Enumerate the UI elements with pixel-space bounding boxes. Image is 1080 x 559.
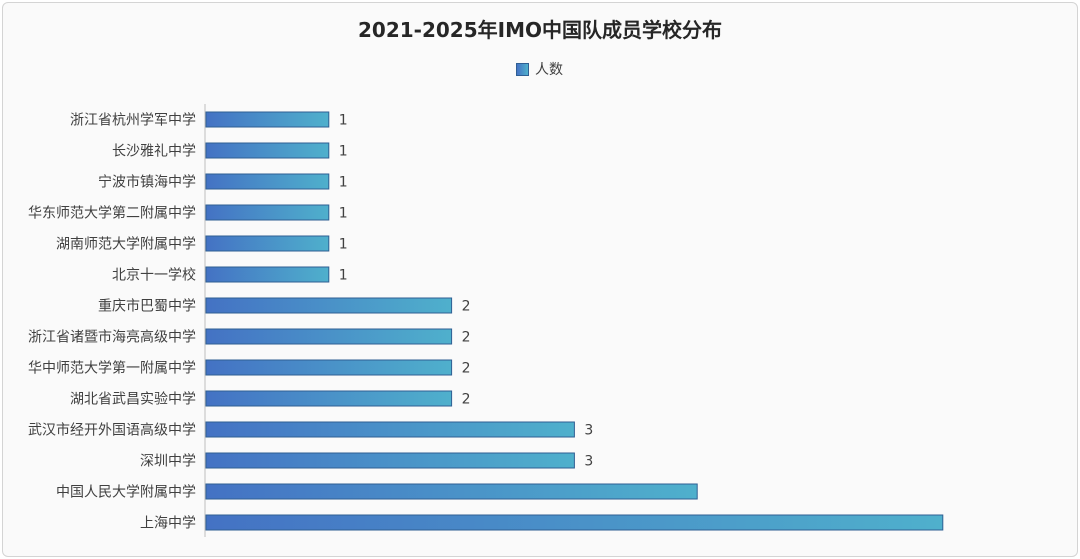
category-label: 宁波市镇海中学 (98, 174, 196, 191)
data-label: 1 (339, 175, 348, 191)
chart-legend[interactable]: 人数 (516, 59, 563, 79)
bar[interactable] (205, 142, 330, 159)
data-label: 2 (462, 330, 471, 346)
data-label: 3 (584, 454, 593, 470)
legend-swatch (516, 62, 529, 76)
data-label: 1 (339, 206, 348, 222)
bar[interactable] (205, 297, 453, 314)
bar[interactable] (205, 204, 330, 221)
bar[interactable] (205, 390, 453, 407)
category-label: 浙江省杭州学军中学 (70, 113, 196, 129)
data-label: 1 (339, 144, 348, 160)
category-label: 湖南师范大学附属中学 (56, 236, 196, 253)
legend-label: 人数 (535, 62, 563, 78)
bar[interactable] (205, 514, 944, 531)
data-label: 2 (462, 392, 471, 408)
bar[interactable] (205, 421, 575, 438)
data-label: 2 (462, 299, 471, 315)
data-label: 3 (584, 423, 593, 439)
category-label: 长沙雅礼中学 (112, 144, 196, 160)
category-label: 重庆市巴蜀中学 (98, 298, 196, 315)
category-label: 华东师范大学第二附属中学 (28, 205, 196, 222)
data-label: 1 (339, 268, 348, 284)
category-label: 深圳中学 (140, 454, 196, 470)
bar[interactable] (205, 359, 453, 376)
category-label: 湖北省武昌实验中学 (70, 392, 196, 408)
category-label: 华中师范大学第一附属中学 (28, 360, 196, 377)
bar[interactable] (205, 235, 330, 252)
data-label: 1 (339, 113, 348, 129)
category-label: 中国人民大学附属中学 (56, 485, 196, 501)
chart-title: 2021-2025年IMO中国队成员学校分布 (358, 18, 722, 42)
data-label: 2 (462, 361, 471, 377)
category-label: 北京十一学校 (112, 267, 196, 284)
bar[interactable] (205, 111, 330, 128)
bar[interactable] (205, 328, 453, 345)
bar[interactable] (205, 483, 698, 500)
bar[interactable] (205, 452, 575, 469)
bar[interactable] (205, 266, 330, 283)
data-label: 1 (339, 237, 348, 253)
category-label: 上海中学 (140, 516, 196, 532)
category-label: 浙江省诸暨市海亮高级中学 (28, 329, 196, 346)
bar[interactable] (205, 173, 330, 190)
category-label: 武汉市经开外国语高级中学 (28, 422, 196, 439)
